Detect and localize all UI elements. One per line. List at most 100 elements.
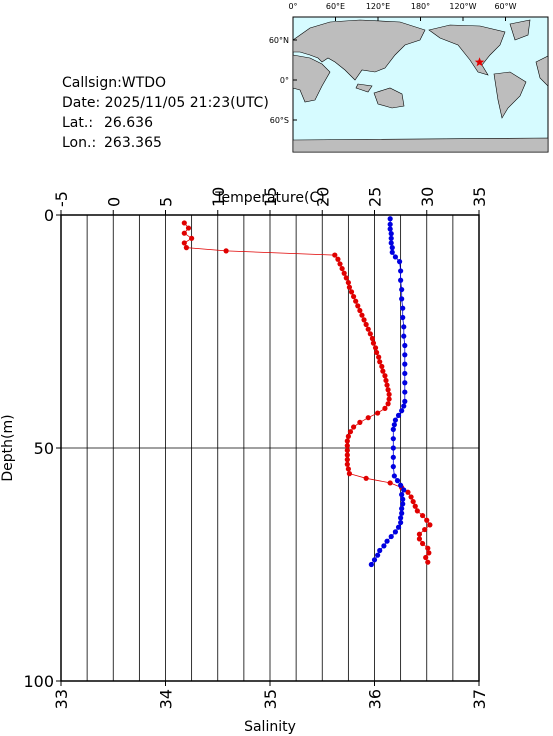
x-tick-label: 36: [366, 689, 385, 709]
profile-point: [392, 254, 398, 260]
profile-point: [386, 391, 392, 398]
profile-point: [346, 284, 353, 290]
profile-point: [368, 561, 374, 568]
profile-point: [355, 303, 361, 309]
profile-point: [410, 498, 416, 505]
profile-point: [387, 480, 393, 486]
x-top-tick-label: 30: [418, 187, 437, 207]
profile-point: [391, 473, 397, 479]
profile-point: [389, 249, 395, 255]
map-land: [292, 19, 549, 153]
profile-point: [387, 216, 393, 222]
x-top-tick-label: 5: [157, 197, 176, 207]
profile-point: [388, 533, 394, 540]
map-lat-label: 60°N: [269, 36, 289, 45]
profile-point: [348, 289, 355, 295]
profile-point: [399, 505, 405, 512]
profile-point: [402, 342, 408, 349]
profile-point: [399, 492, 405, 498]
profile-point: [181, 240, 187, 246]
x-tick-label: 37: [470, 689, 489, 709]
profile-point: [387, 226, 393, 232]
profile-point: [402, 389, 408, 395]
profile-point: [399, 408, 405, 414]
profile-point: [185, 225, 192, 231]
map: [292, 16, 549, 153]
lon-label: Lon.:: [62, 135, 96, 151]
profile-point: [426, 550, 432, 556]
profile-point: [425, 559, 431, 565]
profile-point: [337, 261, 343, 267]
callsign: Callsign:WTDO: [62, 75, 166, 91]
profile-point: [363, 321, 369, 328]
x-tick-label: 35: [261, 689, 280, 709]
x-top-tick-label: 0: [104, 197, 123, 207]
profile-point: [341, 270, 347, 276]
x-top-tick-label: 20: [313, 187, 332, 207]
profile-point: [402, 398, 408, 404]
profile-point: [344, 461, 350, 467]
profile-point: [377, 359, 383, 365]
profile-point: [399, 510, 405, 516]
lat-label: Lat.:: [62, 115, 93, 131]
profile-point: [401, 324, 407, 330]
profile-point: [422, 526, 428, 533]
profile-point: [367, 331, 373, 337]
info-block: Callsign:WTDO Date: 2025/11/05 21:23(UTC…: [62, 75, 269, 151]
profile-point: [344, 457, 350, 463]
profile-point: [380, 368, 386, 374]
profile-point: [339, 265, 345, 272]
profile-point: [419, 512, 426, 519]
station-marker: [474, 57, 485, 67]
profile-point: [344, 452, 350, 458]
profile-point: [392, 417, 398, 423]
profile-point: [424, 517, 430, 523]
profile-point: [390, 454, 396, 460]
profile-point: [398, 277, 404, 283]
profile-point: [344, 438, 350, 444]
map-lon-label: 180°: [411, 2, 430, 11]
profile-point: [423, 554, 429, 561]
x-top-tick-label: 10: [209, 187, 228, 207]
lon: 263.365: [104, 135, 162, 151]
profile-point: [405, 489, 411, 495]
profile-point: [379, 363, 385, 370]
map-lon-label: 60°W: [494, 2, 516, 11]
profile-point: [370, 340, 377, 346]
profile-point: [390, 464, 396, 470]
profile-point: [416, 536, 423, 542]
profile-point: [425, 545, 431, 551]
profile-point: [373, 349, 380, 356]
x-tick-label: 33: [52, 689, 71, 709]
profile-point: [398, 515, 404, 521]
profile-point: [399, 286, 405, 293]
lat: 26.636: [104, 115, 153, 131]
profile-point: [189, 235, 195, 241]
profile-point: [401, 487, 407, 493]
top-axis-label: Temperature(C): [214, 190, 324, 206]
profile-point: [398, 482, 404, 488]
grid: [60, 214, 480, 682]
profile-point: [181, 220, 187, 226]
y-tick-label: 50: [34, 439, 54, 458]
profile-point: [419, 540, 426, 547]
profile-point: [395, 524, 402, 530]
profile-point: [395, 412, 402, 418]
profile-point: [389, 245, 395, 251]
profile-point: [400, 501, 406, 507]
profile-point: [346, 471, 353, 477]
profile-point: [400, 305, 406, 311]
y-axis-label: Depth(m): [0, 414, 16, 481]
y-tick-label: 0: [44, 206, 54, 225]
profile-point: [408, 494, 414, 500]
profile-point: [384, 382, 390, 388]
profile-point: [402, 370, 408, 377]
profile-point: [400, 314, 406, 321]
profile-point: [412, 503, 418, 509]
profile-point: [372, 345, 379, 351]
profile-point: [332, 252, 338, 258]
profile-point: [414, 508, 420, 514]
profile-point: [390, 445, 396, 451]
profile-point: [375, 552, 381, 558]
